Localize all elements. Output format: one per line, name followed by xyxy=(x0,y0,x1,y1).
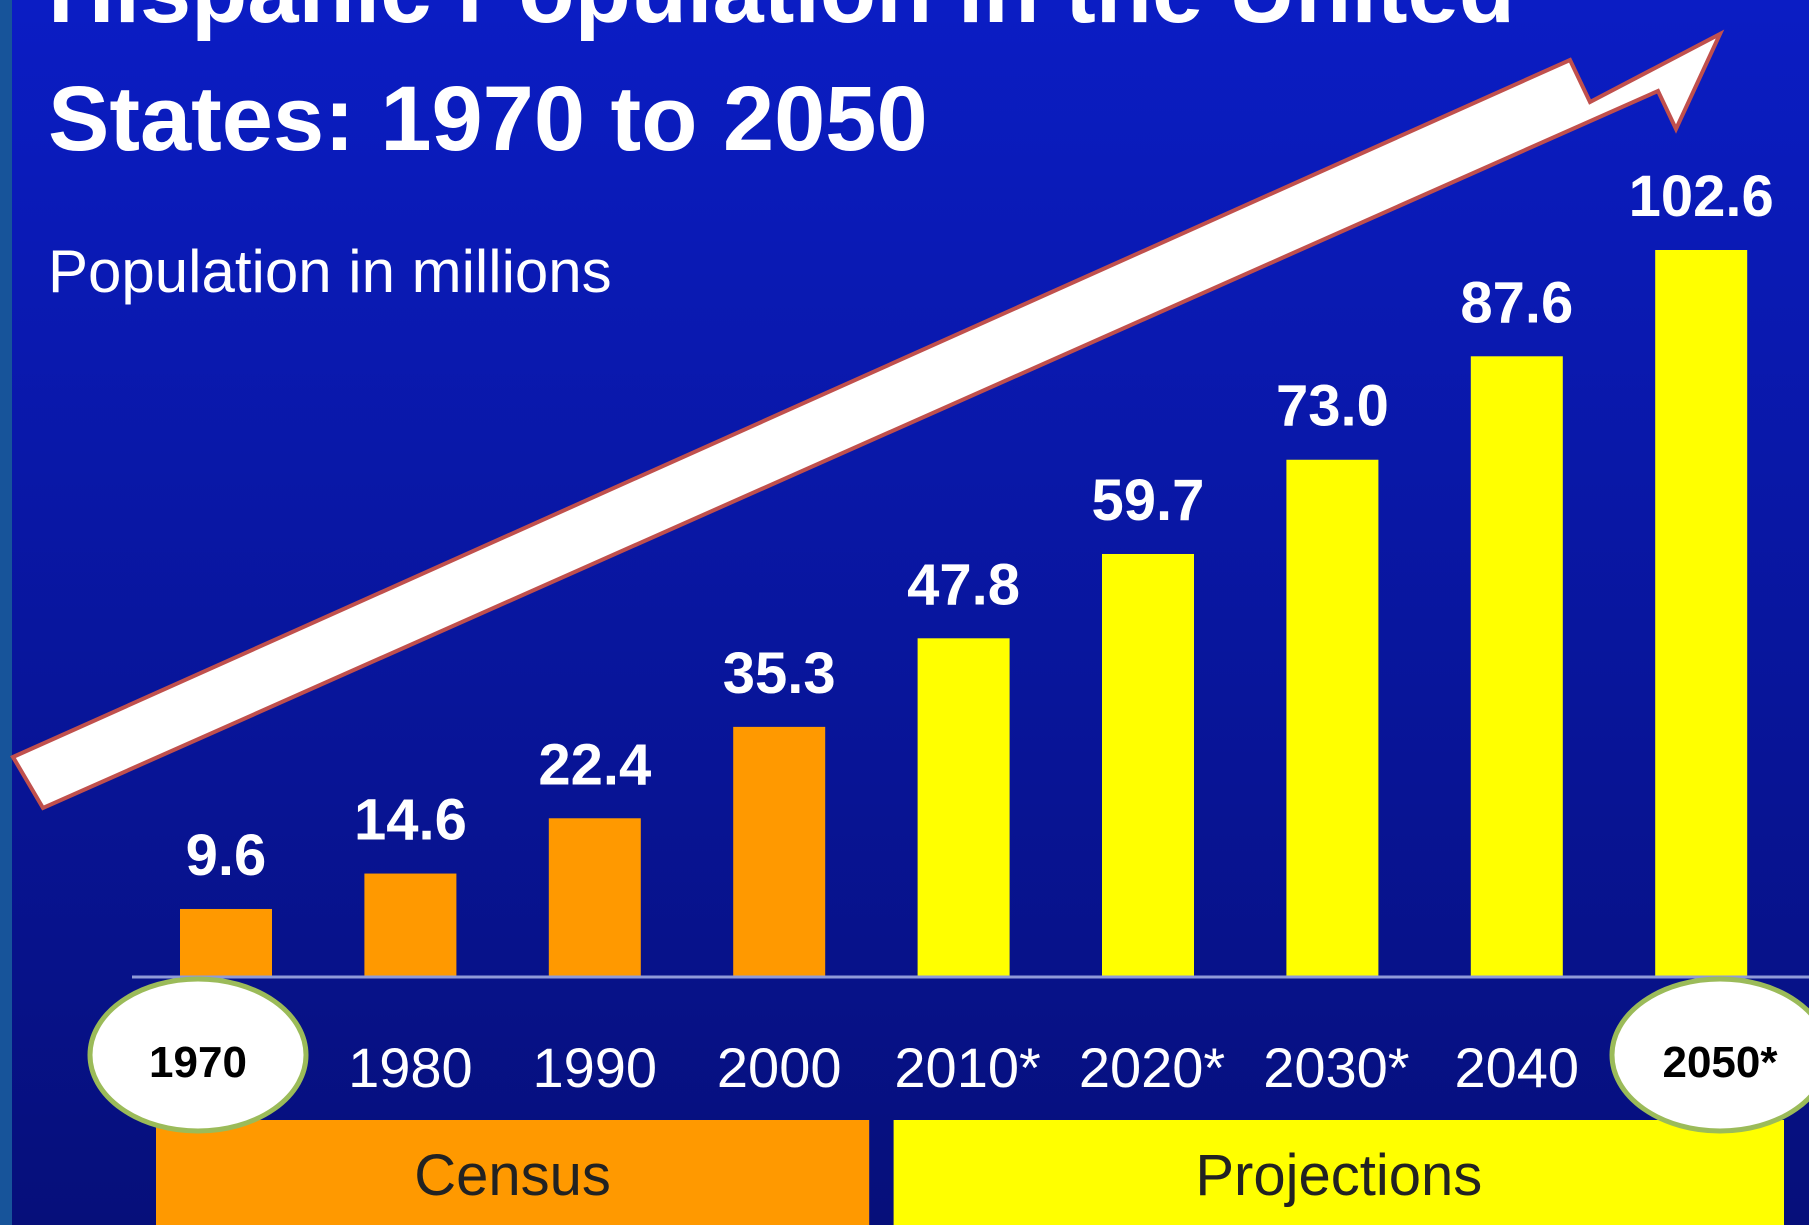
group-label-projections: Projections xyxy=(1195,1143,1482,1208)
value-label-2020: 59.7 xyxy=(1092,468,1205,533)
value-label-2000: 35.3 xyxy=(723,641,836,706)
value-label-2010: 47.8 xyxy=(907,552,1020,617)
chart-title-line-1: Hispanic Population in the United xyxy=(48,0,1515,42)
bar-1990 xyxy=(548,818,641,977)
bar-2000 xyxy=(733,726,826,977)
group-box-census xyxy=(156,1120,870,1225)
highlight-circle-1970 xyxy=(87,976,309,1134)
highlight-circles: 1970 2050* xyxy=(87,976,1809,1134)
bar-1980 xyxy=(364,873,457,977)
tick-label-2020: 2020* xyxy=(1079,1036,1225,1099)
left-border-strip xyxy=(0,0,12,1225)
value-label-1990: 22.4 xyxy=(538,732,651,797)
tick-label-2010: 2010* xyxy=(894,1036,1040,1099)
value-label-2030: 73.0 xyxy=(1276,374,1389,439)
group-box-projections xyxy=(893,1120,1784,1225)
bars-group xyxy=(180,250,1748,978)
bar-2020 xyxy=(1102,553,1194,977)
tick-label-2030: 2030* xyxy=(1263,1036,1409,1099)
chart-title-line-2: States: 1970 to 2050 xyxy=(48,68,928,170)
tick-labels-group: 1980 1990 2000 2010* 2020* 2030* 2040 xyxy=(348,1036,1579,1099)
growth-arrow xyxy=(10,29,1725,811)
bar-1970 xyxy=(180,908,272,977)
chart-subtitle: Population in millions xyxy=(48,238,612,305)
tick-label-2000: 2000 xyxy=(717,1036,842,1099)
value-label-2050: 102.6 xyxy=(1629,164,1774,229)
bar-2040 xyxy=(1470,356,1563,977)
group-boxes: Census Projections xyxy=(156,1120,1784,1225)
tick-label-1990: 1990 xyxy=(533,1036,658,1099)
tick-label-1970: 1970 xyxy=(149,1038,247,1087)
tick-label-2040: 2040 xyxy=(1455,1036,1580,1099)
value-labels-group: 9.6 14.6 22.4 35.3 47.8 59.7 73.0 87.6 102.6 xyxy=(186,164,1774,888)
bar-2050 xyxy=(1655,250,1748,977)
tick-label-2050: 2050* xyxy=(1662,1038,1778,1087)
value-label-2040: 87.6 xyxy=(1460,270,1573,335)
highlight-circle-2050 xyxy=(1609,976,1809,1134)
bar-2030 xyxy=(1286,459,1379,978)
tick-label-1980: 1980 xyxy=(348,1036,473,1099)
group-label-census: Census xyxy=(414,1143,611,1208)
value-label-1970: 9.6 xyxy=(186,823,267,888)
value-label-1980: 14.6 xyxy=(354,788,467,853)
bar-2010 xyxy=(917,638,1010,977)
